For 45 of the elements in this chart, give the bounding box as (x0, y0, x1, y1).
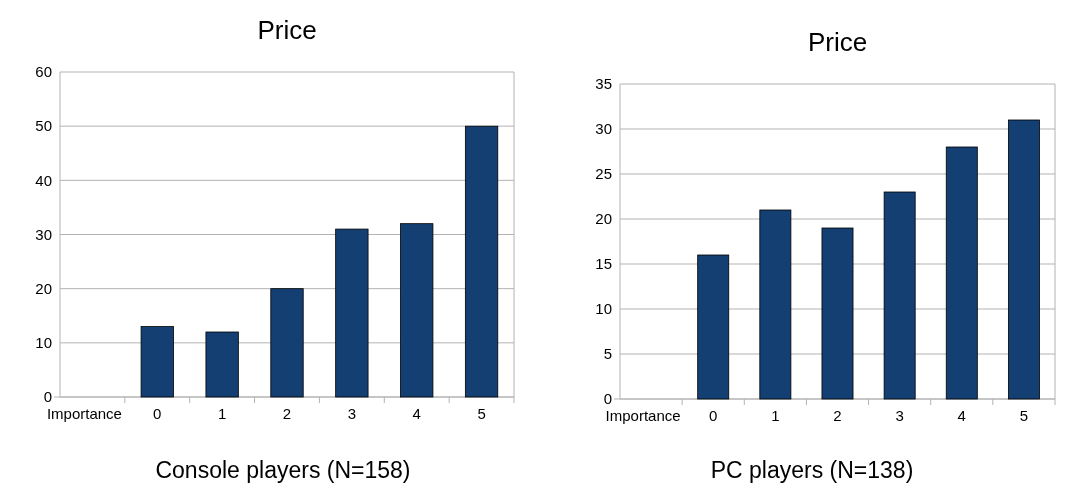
bar (883, 191, 916, 400)
x-tick-label: 2 (833, 407, 842, 424)
bar (821, 227, 854, 400)
y-tick-label: 10 (595, 300, 612, 318)
y-tick-label: 40 (35, 171, 52, 189)
bar (335, 228, 369, 398)
bar (697, 254, 730, 400)
bar (759, 209, 792, 400)
y-tick-label: 20 (595, 210, 612, 228)
bar (270, 288, 304, 398)
y-tick-label: 50 (35, 117, 52, 135)
x-tick-label: 5 (1019, 407, 1029, 424)
y-tick-label: 0 (43, 388, 52, 406)
y-tick-label: 30 (35, 225, 52, 243)
bar (140, 326, 174, 398)
y-tick-label: 20 (35, 279, 52, 297)
x-axis-title: Console players (N=158) (155, 457, 411, 483)
x-tick-label: Importance (605, 407, 681, 424)
y-tick-label: 25 (595, 165, 612, 183)
bar (945, 146, 978, 400)
bar (400, 223, 434, 398)
x-tick-label: 5 (477, 405, 486, 422)
x-tick-label: 2 (282, 405, 292, 422)
x-tick-label: 1 (217, 405, 227, 422)
chart-title: Price (257, 15, 317, 45)
y-tick-label: 35 (595, 75, 612, 93)
y-tick-label: 5 (603, 345, 612, 363)
x-tick-label: 1 (771, 407, 780, 424)
x-tick-label: 0 (153, 405, 162, 422)
x-tick-label: Importance (46, 405, 122, 422)
x-axis-title: PC players (N=138) (710, 457, 914, 483)
bar (1007, 119, 1040, 400)
x-tick-label: 3 (895, 407, 904, 424)
y-tick-label: 15 (595, 255, 612, 273)
x-tick-label: 4 (957, 407, 966, 424)
x-tick-label: 4 (412, 405, 421, 422)
chart-title: Price (807, 27, 868, 57)
y-tick-label: 0 (603, 390, 612, 408)
y-tick-label: 30 (595, 120, 612, 138)
y-tick-label: 60 (35, 63, 52, 81)
bar (464, 125, 499, 398)
x-tick-label: 0 (709, 407, 718, 424)
x-tick-label: 3 (347, 405, 357, 422)
y-tick-label: 10 (35, 334, 52, 352)
bar (205, 331, 239, 398)
